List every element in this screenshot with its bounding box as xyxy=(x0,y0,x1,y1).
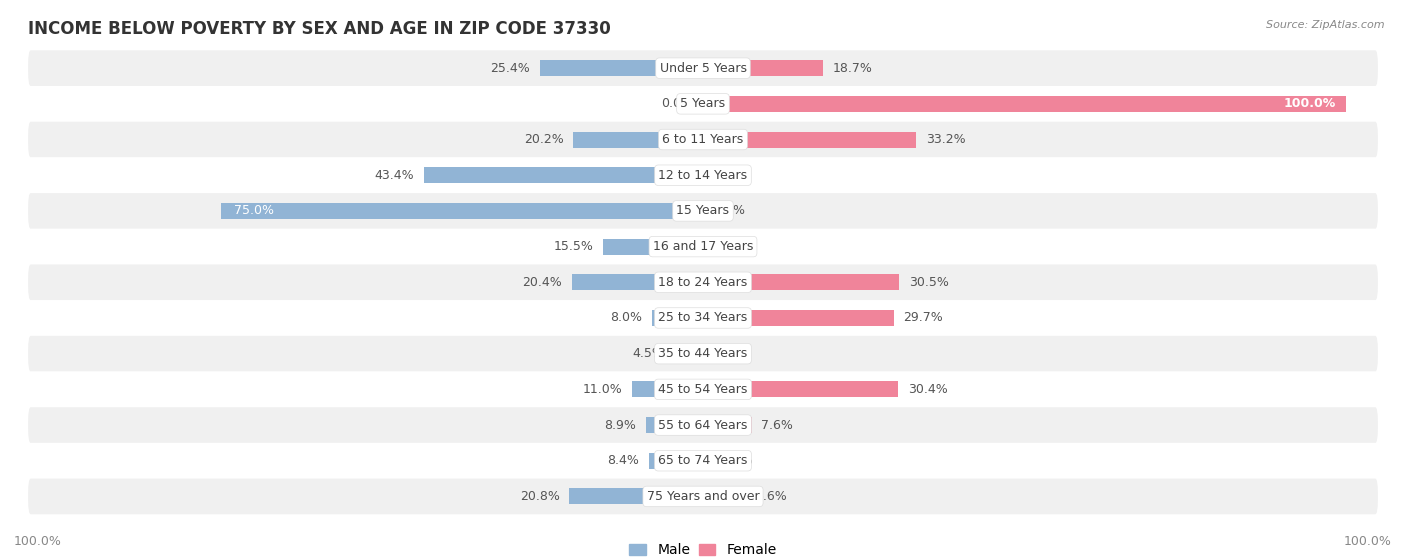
Text: 20.4%: 20.4% xyxy=(523,276,562,289)
Bar xyxy=(703,96,1346,112)
Text: 0.0%: 0.0% xyxy=(713,169,745,182)
Text: 4.5%: 4.5% xyxy=(633,347,665,360)
Text: 0.0%: 0.0% xyxy=(713,240,745,253)
Bar xyxy=(572,274,703,290)
FancyBboxPatch shape xyxy=(28,336,1378,372)
Text: 30.5%: 30.5% xyxy=(908,276,949,289)
Text: 15.5%: 15.5% xyxy=(554,240,593,253)
Text: 30.4%: 30.4% xyxy=(908,383,948,396)
Text: 18.7%: 18.7% xyxy=(832,61,873,75)
Text: Under 5 Years: Under 5 Years xyxy=(659,61,747,75)
Text: 100.0%: 100.0% xyxy=(1344,535,1392,548)
FancyBboxPatch shape xyxy=(28,50,1378,86)
Text: INCOME BELOW POVERTY BY SEX AND AGE IN ZIP CODE 37330: INCOME BELOW POVERTY BY SEX AND AGE IN Z… xyxy=(28,20,610,37)
Text: 18 to 24 Years: 18 to 24 Years xyxy=(658,276,748,289)
FancyBboxPatch shape xyxy=(28,300,1378,336)
Text: 0.0%: 0.0% xyxy=(713,205,745,217)
FancyBboxPatch shape xyxy=(28,86,1378,122)
Text: 12 to 14 Years: 12 to 14 Years xyxy=(658,169,748,182)
Text: 5 Years: 5 Years xyxy=(681,97,725,110)
Text: 35 to 44 Years: 35 to 44 Years xyxy=(658,347,748,360)
Text: 25 to 34 Years: 25 to 34 Years xyxy=(658,311,748,324)
FancyBboxPatch shape xyxy=(28,193,1378,229)
FancyBboxPatch shape xyxy=(28,229,1378,264)
Text: 45 to 54 Years: 45 to 54 Years xyxy=(658,383,748,396)
FancyBboxPatch shape xyxy=(28,479,1378,514)
Text: 15 Years: 15 Years xyxy=(676,205,730,217)
Bar xyxy=(703,489,745,504)
Text: 6.6%: 6.6% xyxy=(755,490,787,503)
Bar xyxy=(633,381,703,397)
Bar xyxy=(703,310,894,326)
Text: 8.4%: 8.4% xyxy=(607,454,640,467)
Text: 8.0%: 8.0% xyxy=(610,311,643,324)
Legend: Male, Female: Male, Female xyxy=(624,538,782,559)
Text: 65 to 74 Years: 65 to 74 Years xyxy=(658,454,748,467)
Text: 29.7%: 29.7% xyxy=(904,311,943,324)
Text: 43.4%: 43.4% xyxy=(375,169,415,182)
FancyBboxPatch shape xyxy=(28,264,1378,300)
Bar xyxy=(651,310,703,326)
FancyBboxPatch shape xyxy=(28,122,1378,158)
Bar xyxy=(650,453,703,469)
Bar xyxy=(603,239,703,255)
Text: 33.2%: 33.2% xyxy=(927,133,966,146)
Text: 75.0%: 75.0% xyxy=(233,205,274,217)
Text: 100.0%: 100.0% xyxy=(14,535,62,548)
Bar xyxy=(574,131,703,148)
FancyBboxPatch shape xyxy=(28,443,1378,479)
Text: 1.4%: 1.4% xyxy=(721,454,754,467)
Bar xyxy=(425,167,703,183)
Bar xyxy=(703,417,752,433)
Bar xyxy=(221,203,703,219)
FancyBboxPatch shape xyxy=(28,407,1378,443)
Text: 20.2%: 20.2% xyxy=(524,133,564,146)
Text: 0.0%: 0.0% xyxy=(713,347,745,360)
Bar xyxy=(703,453,711,469)
Bar xyxy=(703,274,898,290)
Text: 55 to 64 Years: 55 to 64 Years xyxy=(658,419,748,432)
Bar xyxy=(569,489,703,504)
FancyBboxPatch shape xyxy=(28,158,1378,193)
Text: 11.0%: 11.0% xyxy=(583,383,623,396)
Bar xyxy=(673,345,703,362)
Bar xyxy=(645,417,703,433)
Text: 6 to 11 Years: 6 to 11 Years xyxy=(662,133,744,146)
Text: 75 Years and over: 75 Years and over xyxy=(647,490,759,503)
Bar xyxy=(540,60,703,76)
Bar xyxy=(703,381,898,397)
Text: 16 and 17 Years: 16 and 17 Years xyxy=(652,240,754,253)
FancyBboxPatch shape xyxy=(28,372,1378,407)
Text: 0.0%: 0.0% xyxy=(661,97,693,110)
Text: 20.8%: 20.8% xyxy=(520,490,560,503)
Text: 7.6%: 7.6% xyxy=(762,419,793,432)
Text: 25.4%: 25.4% xyxy=(491,61,530,75)
Bar xyxy=(703,60,823,76)
Text: 8.9%: 8.9% xyxy=(605,419,636,432)
Bar xyxy=(703,131,917,148)
Text: 100.0%: 100.0% xyxy=(1284,97,1336,110)
Text: Source: ZipAtlas.com: Source: ZipAtlas.com xyxy=(1267,20,1385,30)
